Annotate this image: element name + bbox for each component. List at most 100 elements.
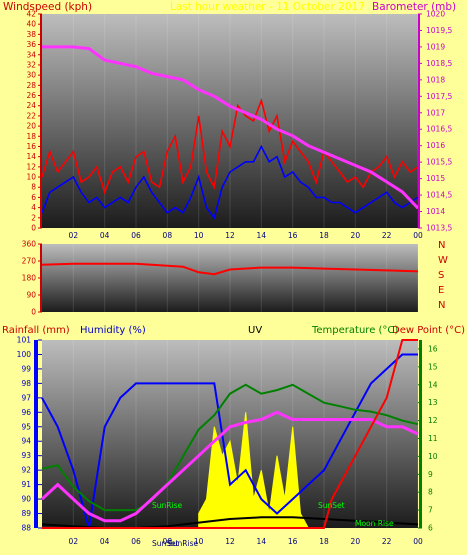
compass-label: E <box>438 285 444 296</box>
temp-x-tick-label: 12 <box>225 537 235 546</box>
temperature-scale-bar <box>419 340 422 528</box>
wind-y-tick-label: 4 <box>31 203 36 212</box>
bottom-marker-label: SunRise <box>168 539 198 548</box>
direction-panel-series <box>41 262 419 276</box>
uv-title: UV <box>248 325 262 336</box>
wind-y-tick-label: 32 <box>26 60 36 69</box>
temp-x-tick-label: 18 <box>319 537 329 546</box>
baro-y-tick-label: 1019 <box>426 42 445 51</box>
wind-y-tick-label: 2 <box>31 213 36 222</box>
wind-x-tick-label: 02 <box>69 231 79 240</box>
temp-panel-series <box>40 339 419 529</box>
baro-y-tick-label: 1013,5 <box>426 224 452 233</box>
annotation-label: SunRise <box>152 501 182 510</box>
temp-y-tick-label: 15 <box>428 362 438 371</box>
wind-y-tick-label: 20 <box>26 122 36 131</box>
temp-y-tick-label: 13 <box>428 398 438 407</box>
wind-y-tick-label: 38 <box>26 30 36 39</box>
hum-y-tick-label: 100 <box>17 350 32 359</box>
temperature-title: Temperature (°C) <box>311 325 398 336</box>
dir-y-tick-label: 360 <box>22 240 37 249</box>
temp-y-tick-label: 6 <box>428 524 433 533</box>
direction-y-axis: 0 90 180 270 360 <box>22 240 42 317</box>
wind-y-tick-label: 22 <box>26 111 36 120</box>
barometer-y-axis: 1013,5 1014 1014,5 1015 1015,5 1016 1016,5 1017… <box>418 10 452 233</box>
series-rainfall <box>42 339 418 529</box>
baro-y-tick-label: 1020 <box>426 10 445 19</box>
wind-y-tick-label: 28 <box>26 81 36 90</box>
wind-y-tick-label: 10 <box>26 173 36 182</box>
compass-label: N <box>438 300 445 311</box>
baro-y-tick-label: 1017 <box>426 108 445 117</box>
temp-x-tick-label: 22 <box>382 537 392 546</box>
baro-y-tick-label: 1017,5 <box>426 92 452 101</box>
hum-y-tick-label: 101 <box>17 336 32 345</box>
wind-y-tick-label: 0 <box>31 224 36 233</box>
wind-x-tick-label: 08 <box>163 231 173 240</box>
temp-y-tick-label: 9 <box>428 470 433 479</box>
baro-y-tick-label: 1018,5 <box>426 59 452 68</box>
wind-y-tick-label: 8 <box>31 183 36 192</box>
baro-y-tick-label: 1015,5 <box>426 158 452 167</box>
compass-label: S <box>438 270 444 281</box>
temp-y-tick-label: 16 <box>428 344 438 353</box>
series-gust <box>41 97 419 195</box>
windspeed-title: Windspeed (kph) <box>3 1 92 13</box>
baro-y-tick-label: 1016,5 <box>426 125 452 134</box>
dewpoint-title: Dew Point (°C) <box>392 325 465 336</box>
wind-panel-series <box>41 45 420 220</box>
wind-x-tick-label: 06 <box>131 231 141 240</box>
hum-y-tick-label: 95 <box>21 422 31 431</box>
compass-label: W <box>438 255 448 266</box>
wind-y-tick-label: 42 <box>26 10 36 19</box>
humidity-y-axis: 88 89 90 91 92 93 94 95 96 97 98 99 100 101 <box>17 336 42 533</box>
series-temperature <box>41 383 419 512</box>
dir-y-tick-label: 180 <box>22 274 37 283</box>
hum-y-tick-label: 93 <box>21 451 31 460</box>
temp-y-tick-label: 11 <box>428 434 438 443</box>
wind-y-tick-label: 30 <box>26 71 36 80</box>
hum-y-tick-label: 98 <box>21 379 31 388</box>
dir-y-tick-label: 0 <box>31 308 36 317</box>
temp-x-tick-label: 00 <box>413 537 423 546</box>
direction-panel-background <box>42 244 418 312</box>
wind-x-tick-label: 00 <box>413 231 423 240</box>
series-humidity <box>41 353 418 529</box>
wind-y-tick-label: 16 <box>26 142 36 151</box>
series-humidity_pink <box>40 410 419 523</box>
temp-x-tick-label: 10 <box>194 537 204 546</box>
temp-x-tick-label: 06 <box>131 537 141 546</box>
uv-fill <box>198 412 309 529</box>
dir-y-tick-label: 90 <box>26 291 36 300</box>
wind-x-tick-label: 04 <box>100 231 110 240</box>
wind-x-tick-label: 18 <box>319 231 329 240</box>
direction-panel-grid <box>72 244 419 312</box>
baro-y-tick-label: 1019,5 <box>426 26 452 35</box>
wind-y-tick-label: 14 <box>26 152 36 161</box>
wind-x-tick-label: 22 <box>382 231 392 240</box>
wind-y-tick-label: 36 <box>26 40 36 49</box>
wind-y-tick-label: 18 <box>26 132 36 141</box>
hum-y-tick-label: 91 <box>21 480 31 489</box>
series-direction <box>41 262 419 276</box>
hum-y-tick-label: 92 <box>21 466 31 475</box>
temp-y-tick-label: 7 <box>428 506 433 515</box>
wind-y-tick-label: 24 <box>26 101 36 110</box>
series-barometer <box>42 45 420 210</box>
uv-area <box>198 412 309 529</box>
wind-y-tick-label: 26 <box>26 91 36 100</box>
temp-x-tick-label: 14 <box>257 537 267 546</box>
wind-x-tick-label: 16 <box>288 231 298 240</box>
temp-x-tick-label: 20 <box>351 537 361 546</box>
temp-x-tick-label: 08 <box>163 537 173 546</box>
wind-x-tick-label: 14 <box>257 231 267 240</box>
temp-y-tick-label: 10 <box>428 452 438 461</box>
compass-label: N <box>438 240 445 251</box>
hum-y-tick-label: 88 <box>21 524 31 533</box>
wind-y-tick-label: 12 <box>26 162 36 171</box>
temp-y-tick-label: 12 <box>428 416 438 425</box>
series-average <box>41 144 419 220</box>
